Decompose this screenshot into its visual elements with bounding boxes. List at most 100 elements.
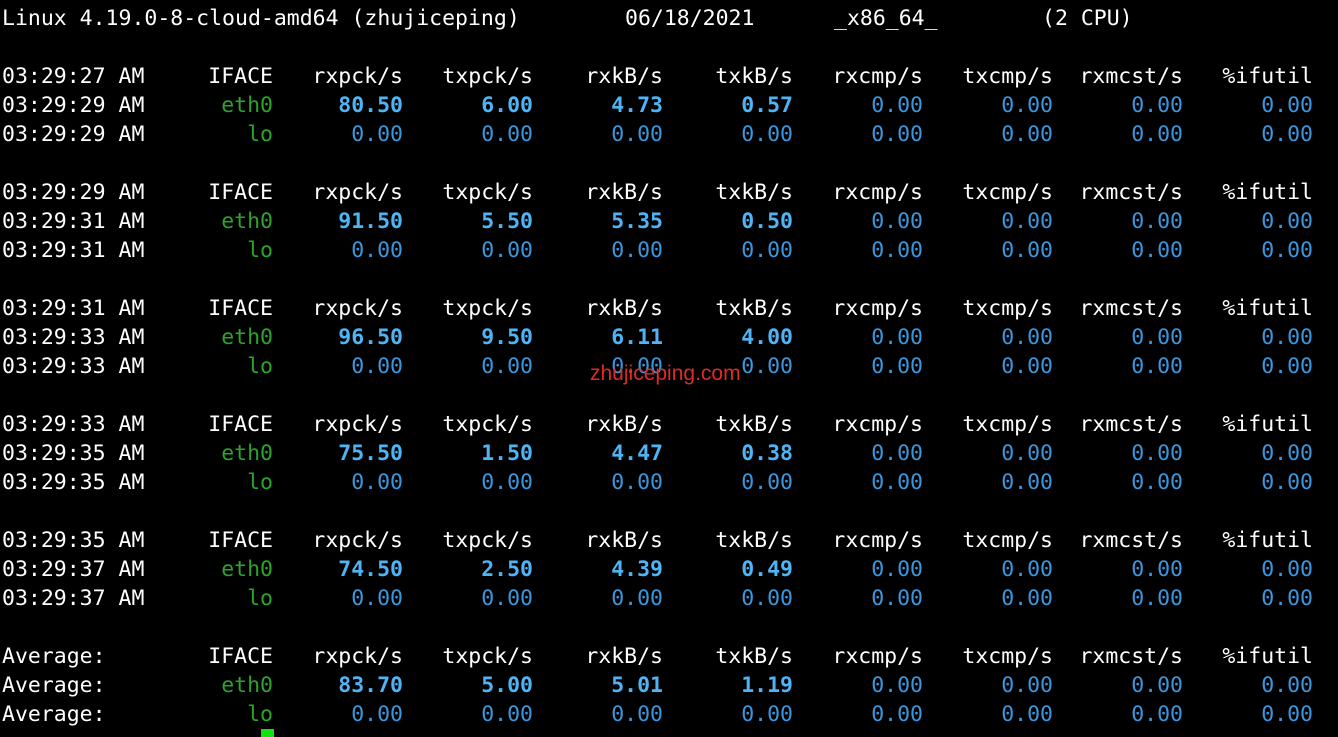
column-header: rxpck/s [312,296,403,321]
row-time: 03:29:35 AM [2,441,145,466]
metric-value: 9.50 [481,325,533,350]
metric-value: 96.50 [338,325,403,350]
column-header: txcmp/s [962,644,1053,669]
metric-value: 0.00 [481,702,533,727]
metric-value: 0.00 [741,354,793,379]
data-row: 03:29:31 AM lo 0.00 0.00 0.00 0.00 0.00 0.00 0.0… [0,236,1338,265]
column-header: txcmp/s [962,528,1053,553]
metric-value: 0.00 [481,354,533,379]
row-time: Average: [2,702,106,727]
metric-value: 0.00 [1001,209,1053,234]
column-header: txkB/s [715,180,793,205]
row-time: 03:29:31 AM [2,209,145,234]
column-header-iface: IFACE [208,296,273,321]
metric-value: 0.00 [351,586,403,611]
metric-value: 83.70 [338,673,403,698]
column-header: %ifutil [1222,64,1313,89]
column-header: rxpck/s [312,412,403,437]
metric-value: 0.00 [1131,557,1183,582]
column-header: rxmcst/s [1079,180,1183,205]
metric-value: 0.00 [611,702,663,727]
header-time: 03:29:31 AM [2,296,145,321]
row-time: 03:29:37 AM [2,586,145,611]
header-time: 03:29:33 AM [2,412,145,437]
iface-name: eth0 [221,325,273,350]
metric-value: 0.00 [871,122,923,147]
column-header: rxcmp/s [832,644,923,669]
metric-value: 0.00 [1001,586,1053,611]
header-row: 03:29:31 AM IFACE rxpck/s txpck/s rxkB/s txkB… [0,294,1338,323]
metric-value: 0.00 [1001,557,1053,582]
iface-name: lo [247,354,273,379]
iface-name: lo [247,470,273,495]
metric-value: 0.00 [351,238,403,263]
metric-value: 0.00 [741,122,793,147]
metric-value: 0.38 [741,441,793,466]
metric-value: 5.00 [481,673,533,698]
metric-value: 0.00 [741,470,793,495]
column-header: rxmcst/s [1079,64,1183,89]
metric-value: 5.50 [481,209,533,234]
column-header: %ifutil [1222,644,1313,669]
metric-value: 0.00 [1131,586,1183,611]
row-time: 03:29:29 AM [2,122,145,147]
metric-value: 0.00 [741,702,793,727]
metric-value: 91.50 [338,209,403,234]
column-header: rxmcst/s [1079,528,1183,553]
metric-value: 0.00 [1001,238,1053,263]
column-header: rxcmp/s [832,412,923,437]
column-header-iface: IFACE [208,644,273,669]
column-header: txcmp/s [962,412,1053,437]
metric-value: 0.00 [1261,354,1313,379]
row-time: 03:29:33 AM [2,354,145,379]
row-time: 03:29:31 AM [2,238,145,263]
kernel-info: Linux 4.19.0-8-cloud-amd64 (zhujiceping) [2,6,520,31]
architecture: _x86_64_ [834,6,938,31]
metric-value: 0.00 [1261,93,1313,118]
column-header: %ifutil [1222,412,1313,437]
metric-value: 0.00 [871,557,923,582]
data-row: 03:29:33 AM lo 0.00 0.00 0.00 0.00 0.00 0.00 0.0… [0,352,1338,381]
metric-value: 4.73 [611,93,663,118]
column-header: txcmp/s [962,296,1053,321]
system-info-line: Linux 4.19.0-8-cloud-amd64 (zhujiceping)… [0,4,1338,33]
data-row: Average: lo 0.00 0.00 0.00 0.00 0.00 0.00 0.00 0.… [0,700,1338,729]
column-header: txkB/s [715,528,793,553]
data-row: 03:29:33 AM eth0 96.50 9.50 6.11 4.00 0.00 0.00… [0,323,1338,352]
column-header: rxmcst/s [1079,644,1183,669]
column-header: txcmp/s [962,64,1053,89]
data-row: 03:29:29 AM eth0 80.50 6.00 4.73 0.57 0.00 0.00… [0,91,1338,120]
metric-value: 0.00 [1261,673,1313,698]
metric-value: 0.00 [611,238,663,263]
header-row: 03:29:33 AM IFACE rxpck/s txpck/s rxkB/s txkB… [0,410,1338,439]
data-row: 03:29:37 AM lo 0.00 0.00 0.00 0.00 0.00 0.00 0.0… [0,584,1338,613]
metric-value: 0.00 [1261,557,1313,582]
column-header: txpck/s [442,644,533,669]
metric-value: 0.00 [1131,673,1183,698]
metric-value: 0.00 [871,93,923,118]
column-header: rxpck/s [312,64,403,89]
watermark-text: zhujiceping.com [590,362,741,385]
metric-value: 0.00 [871,325,923,350]
row-time: 03:29:33 AM [2,325,145,350]
metric-value: 0.00 [481,586,533,611]
metric-value: 0.00 [1001,122,1053,147]
metric-value: 0.00 [1001,470,1053,495]
column-header: %ifutil [1222,528,1313,553]
metric-value: 0.00 [1001,93,1053,118]
column-header: rxmcst/s [1079,412,1183,437]
metric-value: 0.00 [871,209,923,234]
data-row: 03:29:35 AM eth0 75.50 1.50 4.47 0.38 0.00 0.00… [0,439,1338,468]
column-header: txkB/s [715,296,793,321]
metric-value: 0.00 [1131,702,1183,727]
metric-value: 0.00 [611,354,663,379]
column-header: rxcmp/s [832,64,923,89]
iface-name: eth0 [221,557,273,582]
row-time: 03:29:29 AM [2,93,145,118]
column-header: txkB/s [715,64,793,89]
column-header-iface: IFACE [208,180,273,205]
iface-name: eth0 [221,209,273,234]
column-header: rxkB/s [585,644,663,669]
metric-value: 0.00 [1131,93,1183,118]
